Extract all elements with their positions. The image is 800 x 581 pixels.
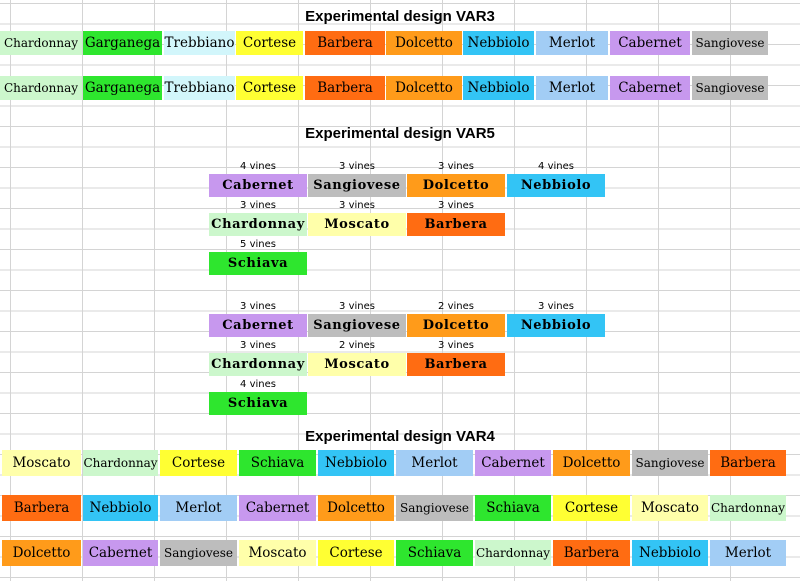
variety-cell-schiava[interactable]: Schiava	[209, 252, 307, 275]
vine-count-label: 3 vines	[339, 301, 375, 312]
title-var4: Experimental design VAR4	[305, 428, 495, 445]
variety-cell-barbera[interactable]: Barbera	[407, 213, 505, 236]
variety-cell-sangiovese[interactable]: Sangiovese	[692, 31, 768, 55]
variety-cell-sangiovese[interactable]: Sangiovese	[396, 495, 473, 521]
vine-count-label: 3 vines	[339, 200, 375, 211]
variety-cell-merlot[interactable]: Merlot	[396, 450, 473, 476]
variety-cell-sangiovese[interactable]: Sangiovese	[632, 450, 708, 476]
variety-cell-nebbiolo[interactable]: Nebbiolo	[463, 76, 534, 100]
variety-cell-nebbiolo[interactable]: Nebbiolo	[507, 174, 605, 197]
variety-cell-dolcetto[interactable]: Dolcetto	[407, 174, 505, 197]
variety-cell-trebbiano[interactable]: Trebbiano	[164, 31, 235, 55]
variety-cell-dolcetto[interactable]: Dolcetto	[407, 314, 505, 337]
variety-cell-barbera[interactable]: Barbera	[407, 353, 505, 376]
variety-cell-merlot[interactable]: Merlot	[160, 495, 237, 521]
variety-cell-dolcetto[interactable]: Dolcetto	[386, 76, 462, 100]
variety-cell-nebbiolo[interactable]: Nebbiolo	[632, 540, 708, 566]
vine-count-label: 2 vines	[339, 340, 375, 351]
vine-count-label: 3 vines	[538, 301, 574, 312]
vine-count-label: 4 vines	[538, 161, 574, 172]
vine-count-label: 3 vines	[240, 301, 276, 312]
variety-cell-nebbiolo[interactable]: Nebbiolo	[83, 495, 158, 521]
vine-count-label: 4 vines	[240, 161, 276, 172]
variety-cell-sangiovese[interactable]: Sangiovese	[308, 314, 406, 337]
variety-cell-dolcetto[interactable]: Dolcetto	[2, 540, 81, 566]
variety-cell-barbera[interactable]: Barbera	[553, 540, 630, 566]
vine-count-label: 3 vines	[240, 340, 276, 351]
variety-cell-cortese[interactable]: Cortese	[318, 540, 394, 566]
variety-cell-cortese[interactable]: Cortese	[160, 450, 237, 476]
variety-cell-moscato[interactable]: Moscato	[239, 540, 316, 566]
variety-cell-nebbiolo[interactable]: Nebbiolo	[507, 314, 605, 337]
variety-cell-sangiovese[interactable]: Sangiovese	[160, 540, 237, 566]
variety-cell-garganega[interactable]: Garganega	[83, 76, 162, 100]
variety-cell-cabernet[interactable]: Cabernet	[209, 174, 307, 197]
variety-cell-merlot[interactable]: Merlot	[536, 76, 608, 100]
variety-cell-cortese[interactable]: Cortese	[553, 495, 630, 521]
variety-cell-barbera[interactable]: Barbera	[710, 450, 786, 476]
variety-cell-cabernet[interactable]: Cabernet	[475, 450, 551, 476]
vine-count-label: 3 vines	[438, 340, 474, 351]
variety-cell-moscato[interactable]: Moscato	[632, 495, 708, 521]
vine-count-label: 3 vines	[438, 200, 474, 211]
variety-cell-schiava[interactable]: Schiava	[209, 392, 307, 415]
variety-cell-merlot[interactable]: Merlot	[536, 31, 608, 55]
variety-cell-trebbiano[interactable]: Trebbiano	[164, 76, 235, 100]
variety-cell-schiava[interactable]: Schiava	[239, 450, 316, 476]
variety-cell-sangiovese[interactable]: Sangiovese	[308, 174, 406, 197]
variety-cell-moscato[interactable]: Moscato	[2, 450, 81, 476]
variety-cell-moscato[interactable]: Moscato	[308, 353, 406, 376]
variety-cell-chardonnay[interactable]: Chardonnay	[0, 31, 82, 55]
variety-cell-garganega[interactable]: Garganega	[83, 31, 162, 55]
vine-count-label: 3 vines	[438, 161, 474, 172]
variety-cell-cabernet[interactable]: Cabernet	[239, 495, 316, 521]
variety-cell-moscato[interactable]: Moscato	[308, 213, 406, 236]
variety-cell-sangiovese[interactable]: Sangiovese	[692, 76, 768, 100]
variety-cell-cabernet[interactable]: Cabernet	[610, 31, 690, 55]
variety-cell-barbera[interactable]: Barbera	[305, 31, 385, 55]
variety-cell-merlot[interactable]: Merlot	[710, 540, 786, 566]
title-var5: Experimental design VAR5	[305, 125, 495, 142]
variety-cell-barbera[interactable]: Barbera	[305, 76, 385, 100]
variety-cell-dolcetto[interactable]: Dolcetto	[553, 450, 630, 476]
vine-count-label: 3 vines	[339, 161, 375, 172]
variety-cell-schiava[interactable]: Schiava	[396, 540, 473, 566]
vine-count-label: 3 vines	[240, 200, 276, 211]
variety-cell-cortese[interactable]: Cortese	[236, 76, 303, 100]
vine-count-label: 4 vines	[240, 379, 276, 390]
variety-cell-cabernet[interactable]: Cabernet	[209, 314, 307, 337]
variety-cell-dolcetto[interactable]: Dolcetto	[318, 495, 394, 521]
variety-cell-cortese[interactable]: Cortese	[236, 31, 303, 55]
variety-cell-schiava[interactable]: Schiava	[475, 495, 551, 521]
title-var3: Experimental design VAR3	[305, 8, 495, 25]
variety-cell-chardonnay[interactable]: Chardonnay	[83, 450, 158, 476]
variety-cell-chardonnay[interactable]: Chardonnay	[0, 76, 82, 100]
variety-cell-cabernet[interactable]: Cabernet	[610, 76, 690, 100]
variety-cell-barbera[interactable]: Barbera	[2, 495, 81, 521]
vine-count-label: 2 vines	[438, 301, 474, 312]
vine-count-label: 5 vines	[240, 239, 276, 250]
variety-cell-chardonnay[interactable]: Chardonnay	[710, 495, 786, 521]
variety-cell-cabernet[interactable]: Cabernet	[83, 540, 158, 566]
variety-cell-dolcetto[interactable]: Dolcetto	[386, 31, 462, 55]
variety-cell-nebbiolo[interactable]: Nebbiolo	[463, 31, 534, 55]
variety-cell-chardonnay[interactable]: Chardonnay	[475, 540, 551, 566]
variety-cell-nebbiolo[interactable]: Nebbiolo	[318, 450, 394, 476]
variety-cell-chardonnay[interactable]: Chardonnay	[209, 353, 307, 376]
variety-cell-chardonnay[interactable]: Chardonnay	[209, 213, 307, 236]
